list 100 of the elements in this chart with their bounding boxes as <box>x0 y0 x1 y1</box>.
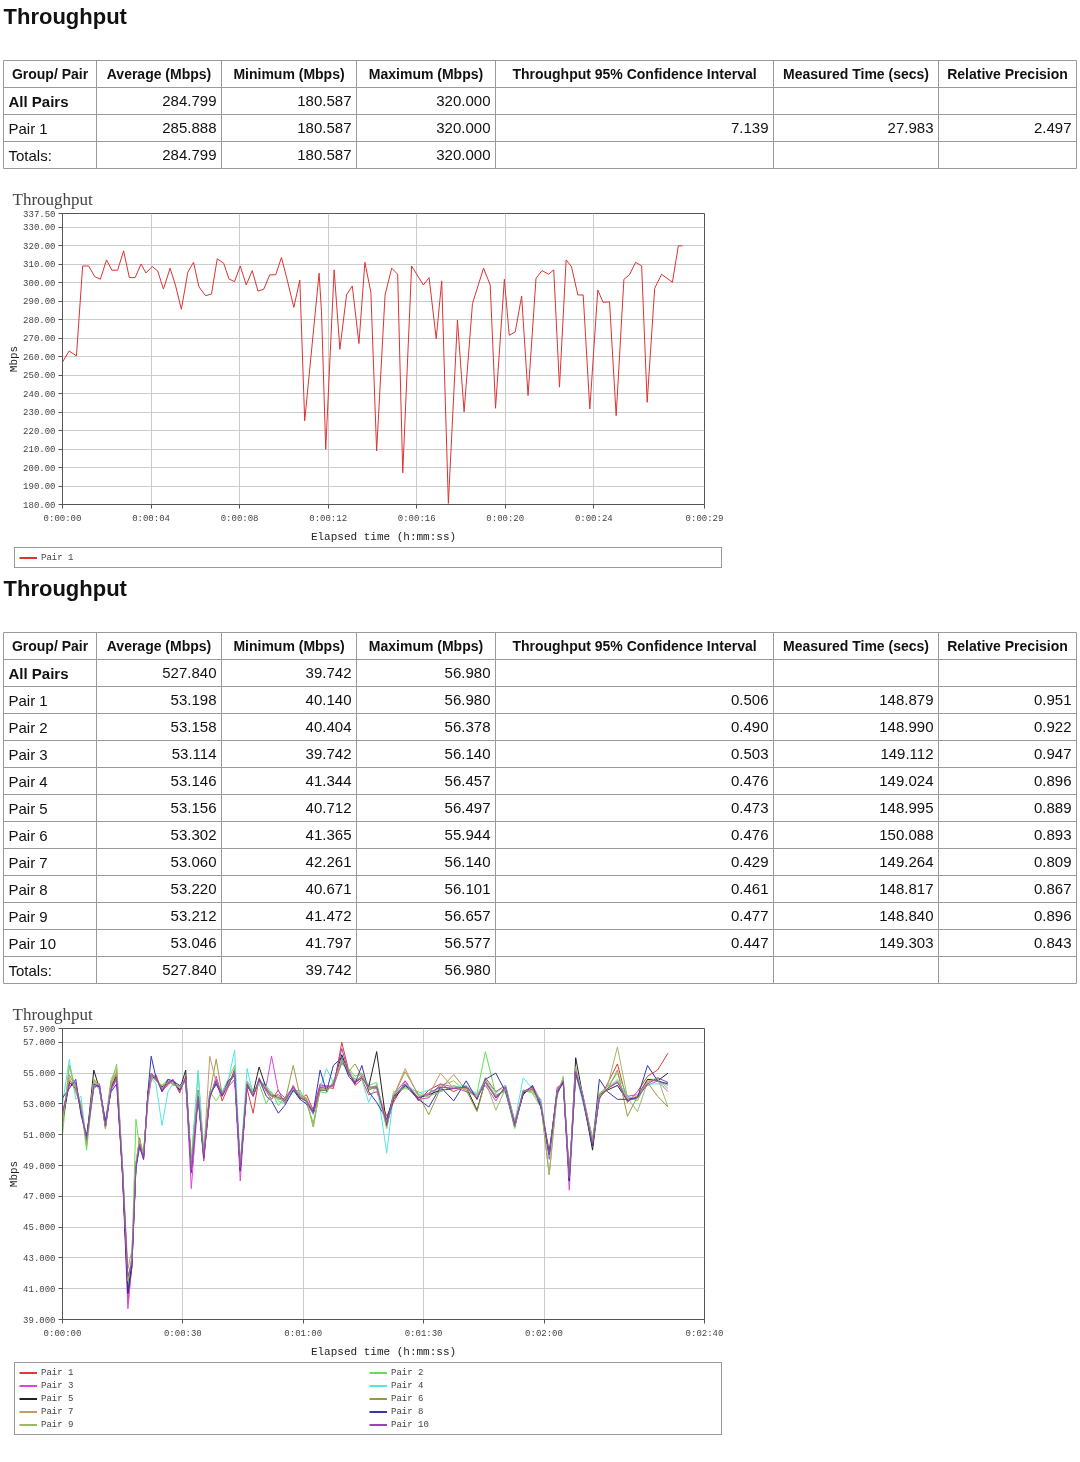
category-label: Pair 4 <box>8 772 48 790</box>
text: 148.995 <box>879 799 934 816</box>
text: 149.303 <box>879 934 934 951</box>
y-tick-label: 47.000 <box>23 1192 56 1203</box>
text: Throughput <box>3 576 128 601</box>
text: 149.264 <box>879 853 934 870</box>
text: 148.879 <box>879 691 934 708</box>
text: 149.024 <box>879 772 934 789</box>
text: 56.980 <box>444 691 491 708</box>
text: Group/ Pair <box>11 66 89 82</box>
text: 0.490 <box>730 718 769 735</box>
text: 0.429 <box>730 853 769 870</box>
text: 0.893 <box>1033 826 1072 843</box>
category-label: Pair 8 <box>8 880 48 898</box>
y-tick-label: 190.00 <box>23 482 56 493</box>
text: 56.140 <box>444 853 491 870</box>
category-label: Pair 2 <box>8 718 48 736</box>
text: 53.146 <box>170 772 217 789</box>
text: 527.840 <box>162 961 217 978</box>
x-tick-label: 0:01:30 <box>404 1328 443 1339</box>
text: 56.657 <box>444 907 491 924</box>
category-label: Pair 1 <box>8 691 48 709</box>
category-label: Maximum (Mbps) <box>368 638 484 654</box>
y-tick-label: 41.000 <box>23 1284 56 1295</box>
category-label: Throughput 95% Confidence Interval <box>512 66 757 82</box>
category-label: All Pairs <box>8 664 69 682</box>
x-tick-label: 0:00:24 <box>574 513 613 524</box>
y-tick-label: 43.000 <box>23 1253 56 1264</box>
text: 56.980 <box>444 664 491 681</box>
y-tick-label: 240.00 <box>23 389 56 400</box>
text: 527.840 <box>162 664 217 681</box>
legend-label: Pair 3 <box>41 1380 75 1391</box>
chart-title: Throughput <box>12 189 94 209</box>
category-label: All Pairs <box>8 92 69 110</box>
text: Throughput <box>3 4 128 29</box>
text: 180.587 <box>297 92 352 109</box>
text: 41.797 <box>305 934 352 951</box>
legend-label: Pair 10 <box>391 1419 430 1430</box>
category-label: Average (Mbps) <box>106 66 212 82</box>
text: 39.742 <box>305 961 352 978</box>
y-tick-label: 53.000 <box>23 1099 56 1110</box>
text: 41.472 <box>305 907 352 924</box>
legend-label: Pair 9 <box>41 1419 75 1430</box>
text: 53.046 <box>170 934 217 951</box>
text: 285.888 <box>162 119 217 136</box>
y-tick-label: 180.00 <box>23 500 56 511</box>
x-tick-label: 0:01:00 <box>284 1328 323 1339</box>
text: 149.112 <box>880 745 934 762</box>
y-tick-label: 330.00 <box>23 223 56 234</box>
x-tick-label: 0:00:29 <box>685 513 724 524</box>
text: 148.817 <box>879 880 934 897</box>
category-label: Totals: <box>8 961 52 979</box>
text: 53.158 <box>170 718 217 735</box>
text: 7.139 <box>730 119 769 136</box>
text: 0.447 <box>730 934 769 951</box>
category-label: Pair 5 <box>8 799 48 817</box>
text: 41.365 <box>305 826 352 843</box>
y-tick-label: 337.50 <box>23 209 56 220</box>
y-tick-label: 270.00 <box>23 334 56 345</box>
x-tick-label: 0:00:30 <box>163 1328 202 1339</box>
text: 0.951 <box>1033 691 1072 708</box>
text: 0.473 <box>730 799 769 816</box>
text: 55.944 <box>444 826 491 843</box>
category-label: Pair 6 <box>8 826 48 844</box>
y-tick-label: 290.00 <box>23 297 56 308</box>
y-tick-label: 280.00 <box>23 315 56 326</box>
legend-label: Pair 7 <box>41 1406 75 1417</box>
text: 320.000 <box>436 92 491 109</box>
text: 53.114 <box>171 745 217 762</box>
text: 56.577 <box>444 934 491 951</box>
legend-label: Pair 5 <box>41 1393 75 1404</box>
x-tick-label: 0:00:12 <box>309 513 348 524</box>
text: 284.799 <box>162 146 217 163</box>
legend-label: Pair 6 <box>391 1393 425 1404</box>
text: 0.896 <box>1033 772 1072 789</box>
text: 40.140 <box>305 691 352 708</box>
category-label: Pair 1 <box>8 119 48 137</box>
text: 39.742 <box>305 664 352 681</box>
x-tick-label: 0:02:00 <box>525 1328 563 1339</box>
chart-title: Throughput <box>12 1004 94 1024</box>
category-label: Measured Time (secs) <box>782 66 930 82</box>
category-label: Totals: <box>8 146 52 164</box>
text: 180.587 <box>297 119 352 136</box>
y-tick-label: 49.000 <box>23 1161 56 1172</box>
legend-label: Pair 8 <box>391 1406 425 1417</box>
category-label: Maximum (Mbps) <box>368 66 484 82</box>
y-tick-label: 250.00 <box>23 371 56 382</box>
text: 53.060 <box>170 853 217 870</box>
y-tick-label: 300.00 <box>23 278 56 289</box>
y-tick-label: 320.00 <box>23 241 56 252</box>
text: 53.198 <box>170 691 217 708</box>
x-axis-title: Elapsed time (h:mm:ss) <box>310 1345 457 1358</box>
text: 53.302 <box>170 826 217 843</box>
x-tick-label: 0:02:40 <box>685 1328 724 1339</box>
y-tick-label: 57.900 <box>23 1024 56 1035</box>
category-label: Throughput 95% Confidence Interval <box>512 638 757 654</box>
y-tick-label: 220.00 <box>23 426 56 437</box>
text: 53.156 <box>170 799 217 816</box>
text: 53.212 <box>170 907 217 924</box>
text: 320.000 <box>436 146 491 163</box>
